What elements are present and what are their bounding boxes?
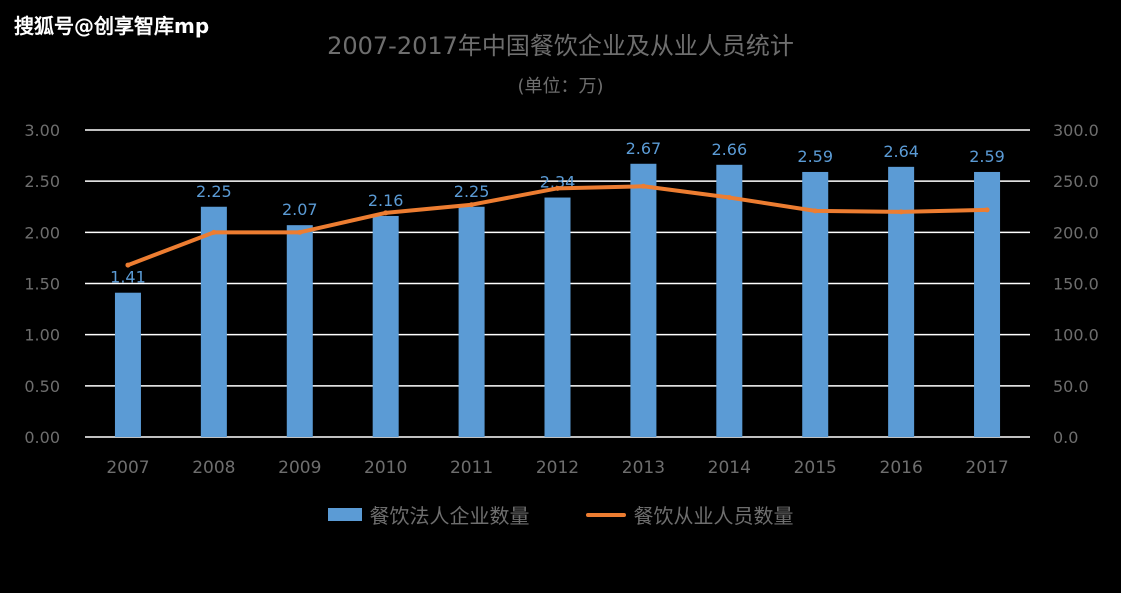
legend-label-line: 餐饮从业人员数量 [633, 504, 794, 528]
line-point [640, 183, 646, 189]
y-right-tick-label: 200.0 [1053, 223, 1099, 242]
line-point [125, 262, 131, 268]
bar-value-label: 2.16 [368, 191, 404, 210]
legend-swatch-bar [327, 508, 362, 521]
x-tick-label: 2016 [880, 458, 923, 478]
bar [888, 166, 915, 437]
y-left-tick-label: 0.00 [24, 428, 60, 447]
chart-legend: 餐饮法人企业数量 餐饮从业人员数量 [0, 500, 1121, 529]
line-point [726, 195, 732, 201]
y-left-tick-label: 1.50 [24, 275, 60, 294]
y-left-tick-label: 0.50 [24, 377, 60, 396]
line-point [211, 229, 217, 235]
line-point [555, 185, 560, 191]
y-right-tick-label: 300.0 [1053, 121, 1099, 140]
bar [372, 215, 399, 437]
y-left-tick-label: 2.00 [24, 223, 60, 242]
line-point [297, 229, 303, 235]
bar [544, 197, 571, 437]
x-tick-label: 2014 [708, 458, 751, 478]
legend-item-line: 餐饮从业人员数量 [585, 500, 794, 529]
y-right-tick-label: 100.0 [1053, 326, 1099, 345]
x-tick-label: 2015 [794, 458, 837, 478]
bar-value-label: 2.66 [712, 140, 748, 159]
bar [200, 206, 227, 437]
bar-value-label: 2.59 [969, 147, 1005, 166]
bar-value-label: 1.41 [110, 268, 146, 287]
line-point [383, 210, 389, 216]
bar-value-label: 2.07 [282, 200, 318, 219]
x-tick-label: 2010 [364, 458, 407, 478]
x-tick-label: 2011 [450, 458, 493, 478]
chart-title: 2007-2017年中国餐饮企业及从业人员统计 [327, 32, 794, 60]
bar-value-label: 2.25 [196, 182, 232, 201]
bar-value-label: 2.25 [454, 182, 490, 201]
y-left-tick-label: 1.00 [24, 326, 60, 345]
y-left-tick-label: 2.50 [24, 172, 60, 191]
bar [716, 164, 743, 437]
chart-subtitle: (单位：万) [517, 76, 604, 97]
line-point [898, 209, 904, 215]
bar [974, 171, 1001, 437]
x-tick-label: 2008 [192, 458, 235, 478]
bar-value-label: 2.59 [797, 147, 833, 166]
y-right-tick-label: 50.0 [1053, 377, 1089, 396]
x-tick-label: 2009 [278, 458, 321, 478]
line-point [812, 208, 818, 214]
x-tick-label: 2007 [106, 458, 149, 478]
y-right-tick-label: 0.0 [1053, 428, 1078, 447]
y-right-tick-label: 250.0 [1053, 172, 1099, 191]
legend-swatch-line [585, 512, 626, 517]
bar-value-label: 2.64 [883, 142, 919, 161]
watermark-text: 搜狐号@创享智库mp [14, 14, 210, 38]
x-tick-label: 2017 [965, 458, 1008, 478]
bar-value-label: 2.67 [626, 139, 662, 158]
line-point [984, 207, 990, 213]
x-tick-label: 2012 [536, 458, 579, 478]
bar [114, 292, 141, 437]
line-point [469, 202, 475, 208]
x-tick-label: 2013 [622, 458, 665, 478]
y-left-tick-label: 3.00 [24, 121, 60, 140]
legend-item-bar: 餐饮法人企业数量 [327, 500, 530, 529]
legend-label-bar: 餐饮法人企业数量 [369, 504, 530, 528]
bar [630, 163, 657, 437]
y-right-tick-label: 150.0 [1053, 275, 1099, 294]
bar [286, 225, 313, 437]
bar [802, 171, 829, 437]
bar [458, 206, 485, 437]
